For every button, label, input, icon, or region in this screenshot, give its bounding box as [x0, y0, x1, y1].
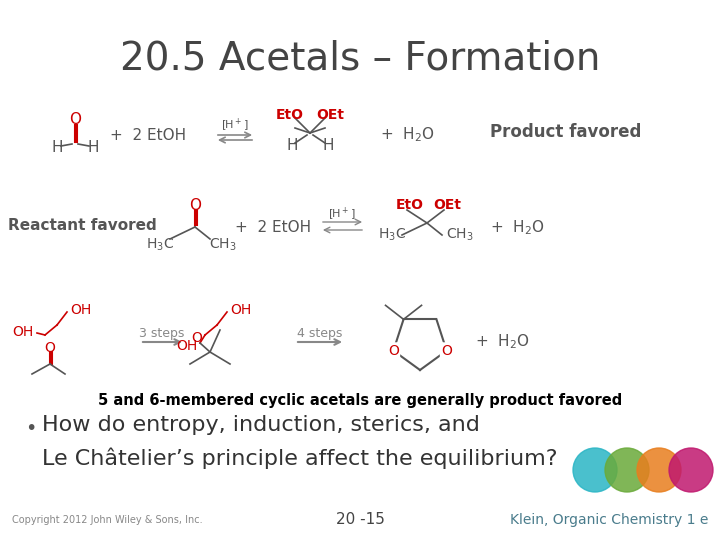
Text: CH$_3$: CH$_3$: [446, 227, 474, 243]
Text: CH$_3$: CH$_3$: [210, 237, 237, 253]
Circle shape: [669, 448, 713, 492]
Text: +  H$_2$O: + H$_2$O: [475, 333, 529, 352]
Text: OH: OH: [70, 303, 91, 317]
Text: H$_3$C: H$_3$C: [378, 227, 406, 243]
Text: 20 -15: 20 -15: [336, 512, 384, 528]
Text: O: O: [388, 343, 399, 357]
Text: H: H: [323, 138, 334, 152]
Text: O: O: [45, 341, 55, 355]
Text: OH: OH: [12, 325, 34, 339]
Text: +  H$_2$O: + H$_2$O: [380, 126, 434, 144]
Text: OEt: OEt: [433, 198, 461, 212]
Text: How do entropy, induction, sterics, and: How do entropy, induction, sterics, and: [42, 415, 480, 435]
Text: Copyright 2012 John Wiley & Sons, Inc.: Copyright 2012 John Wiley & Sons, Inc.: [12, 515, 202, 525]
Text: 3 steps: 3 steps: [139, 327, 185, 340]
Text: H$_3$C: H$_3$C: [146, 237, 174, 253]
Text: •: •: [25, 418, 37, 437]
Text: EtO: EtO: [396, 198, 424, 212]
Text: O: O: [189, 198, 201, 213]
Text: Le Châtelier’s principle affect the equilibrium?: Le Châtelier’s principle affect the equi…: [42, 447, 557, 469]
Text: H: H: [87, 139, 99, 154]
Text: OH: OH: [176, 339, 197, 353]
Text: 4 steps: 4 steps: [297, 327, 343, 340]
Text: H: H: [287, 138, 298, 152]
Text: Klein, Organic Chemistry 1 e: Klein, Organic Chemistry 1 e: [510, 513, 708, 527]
Text: O: O: [441, 343, 452, 357]
Circle shape: [637, 448, 681, 492]
Circle shape: [605, 448, 649, 492]
Text: 20.5 Acetals – Formation: 20.5 Acetals – Formation: [120, 40, 600, 78]
Text: H: H: [51, 139, 63, 154]
Text: +  H$_2$O: + H$_2$O: [490, 219, 544, 238]
Text: +  2 EtOH: + 2 EtOH: [235, 220, 311, 235]
Text: OEt: OEt: [316, 108, 344, 122]
Circle shape: [573, 448, 617, 492]
Text: O: O: [192, 331, 202, 345]
Text: 5 and 6-membered cyclic acetals are generally product favored: 5 and 6-membered cyclic acetals are gene…: [98, 393, 622, 408]
Text: Reactant favored: Reactant favored: [8, 218, 157, 233]
Text: [H$^+$]: [H$^+$]: [221, 117, 249, 133]
Text: EtO: EtO: [276, 108, 304, 122]
Text: OH: OH: [230, 303, 251, 317]
Text: +  2 EtOH: + 2 EtOH: [110, 127, 186, 143]
Text: [H$^+$]: [H$^+$]: [328, 205, 356, 222]
Text: O: O: [69, 112, 81, 127]
Text: Product favored: Product favored: [490, 123, 642, 141]
